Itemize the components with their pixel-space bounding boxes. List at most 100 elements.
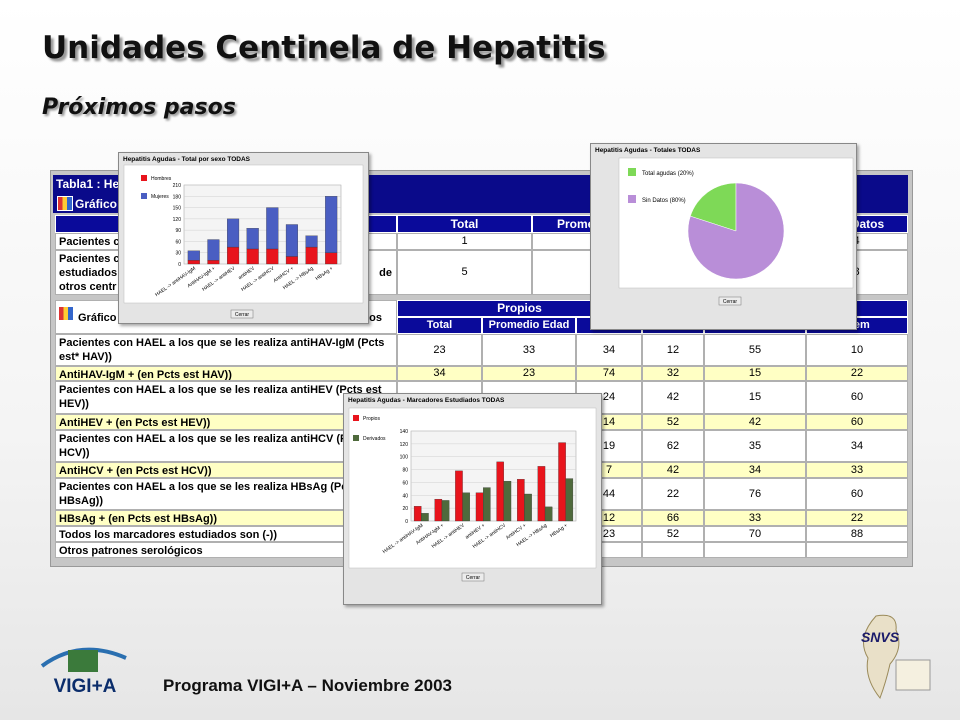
bar	[266, 248, 279, 265]
y-tick-label: 30	[175, 251, 181, 257]
bar	[325, 252, 338, 265]
row-label-line: otros centr	[59, 281, 117, 293]
table-cell: 34	[576, 334, 642, 366]
table-cell: 70	[704, 526, 806, 542]
bar	[475, 492, 484, 522]
bar	[266, 207, 279, 250]
slide-title: Unidades Centinela de Hepatitis	[42, 30, 606, 66]
table-cell: 42	[642, 381, 704, 414]
y-tick-label: 120	[173, 217, 182, 223]
table-cell: 32	[642, 366, 704, 381]
legend-swatch	[141, 175, 147, 181]
y-tick-label: 90	[175, 228, 181, 234]
table-title: Tabla1 : Hep	[56, 177, 127, 191]
table-cell: 76	[704, 478, 806, 510]
bar	[483, 487, 491, 522]
legend-swatch	[141, 193, 147, 199]
y-tick-label: 140	[400, 429, 409, 435]
bar	[187, 250, 200, 261]
chart-icon	[59, 307, 73, 320]
y-tick-label: 120	[400, 442, 409, 448]
legend-swatch	[628, 168, 636, 176]
table-cell	[642, 542, 704, 558]
row-label: AntiHEV + (en Pcts est HEV))	[55, 414, 397, 430]
table-cell: 60	[806, 478, 908, 510]
table-cell: 15	[704, 381, 806, 414]
close-button[interactable]	[718, 296, 742, 306]
row-label: Pacientes con HAEL a los que se les real…	[55, 430, 397, 462]
bar	[246, 248, 259, 265]
bar	[227, 246, 240, 265]
header-cell: Total	[397, 317, 482, 334]
table-cell: 42	[642, 462, 704, 478]
table-cell: 74	[576, 366, 642, 381]
table-cell: 55	[704, 334, 806, 366]
chart-window: Hepatitis Agudas - Totales TODAS Total ag…	[590, 143, 857, 330]
table-cell: 23	[397, 334, 482, 366]
table-cell: 33	[482, 334, 576, 366]
table-cell: 12	[642, 334, 704, 366]
chart: Hepatitis Agudas - Totales TODAS Total ag…	[595, 147, 854, 306]
table-cell: 1	[397, 233, 532, 250]
window-title: Hepatitis Agudas - Marcadores Estudiados…	[348, 397, 505, 404]
bar	[462, 492, 470, 522]
chart-link[interactable]: Gráfico	[75, 197, 118, 211]
table-cell: 52	[642, 414, 704, 430]
bar	[285, 256, 298, 265]
table-cell: 22	[806, 510, 908, 526]
window-title: Hepatitis Agudas - Totales TODAS	[595, 147, 701, 154]
y-tick-label: 100	[400, 455, 409, 461]
table-cell: 34	[397, 366, 482, 381]
chart-link[interactable]: Gráfico T	[78, 312, 127, 324]
row-label: Pacientes con HAEL a los que se les real…	[55, 381, 397, 414]
table-cell: 5	[397, 250, 532, 295]
bar	[246, 228, 259, 250]
y-tick-label: 150	[173, 206, 182, 212]
y-tick-label: 0	[178, 262, 181, 268]
bar	[565, 478, 574, 522]
chart: Hepatitis Agudas - Total por sexo TODAS 0…	[123, 156, 364, 319]
table-cell: 22	[642, 478, 704, 510]
logo-text: SNVS	[861, 629, 900, 645]
bar	[537, 466, 546, 522]
table-cell: 35	[704, 430, 806, 462]
bar	[413, 506, 422, 522]
bar	[285, 224, 298, 257]
table-cell: 22	[806, 366, 908, 381]
close-button-label[interactable]: Cerrar	[466, 575, 481, 581]
bar	[227, 218, 240, 248]
bar	[305, 246, 318, 265]
footer: Programa VIGI+A – Noviembre 2003	[163, 676, 452, 695]
table-cell: 34	[704, 462, 806, 478]
table-cell: 66	[642, 510, 704, 526]
close-button-label[interactable]: Cerrar	[235, 312, 250, 318]
pie-slice	[687, 182, 785, 280]
y-tick-label: 0	[405, 519, 408, 525]
chart-window: Hepatitis Agudas - Total por sexo TODAS 0…	[118, 152, 369, 324]
y-tick-label: 60	[175, 239, 181, 245]
table-cell: 23	[482, 366, 576, 381]
legend-swatch	[353, 435, 359, 441]
group-header: Propios	[397, 300, 642, 317]
legend-label: Derivados	[363, 436, 386, 442]
bar	[544, 506, 553, 522]
close-button-label[interactable]: Cerrar	[723, 299, 738, 305]
bar	[558, 442, 566, 522]
bar	[455, 470, 463, 522]
bar	[207, 260, 220, 265]
y-tick-label: 40	[402, 493, 408, 499]
table-cell: 34	[806, 430, 908, 462]
table-cell	[806, 542, 908, 558]
table-cell: 15	[704, 366, 806, 381]
close-button[interactable]	[461, 572, 485, 582]
table-cell: 88	[806, 526, 908, 542]
y-tick-label: 180	[173, 194, 182, 200]
table-cell: 10	[806, 334, 908, 366]
chart: Hepatitis Agudas - Marcadores Estudiados…	[348, 397, 597, 582]
slide-subtitle: Próximos pasos	[42, 95, 236, 120]
close-button[interactable]	[230, 309, 254, 319]
chart-link-tail: os	[369, 312, 382, 324]
bar	[187, 260, 200, 265]
row-label: Todos los marcadores estudiados son (-))	[55, 526, 397, 542]
